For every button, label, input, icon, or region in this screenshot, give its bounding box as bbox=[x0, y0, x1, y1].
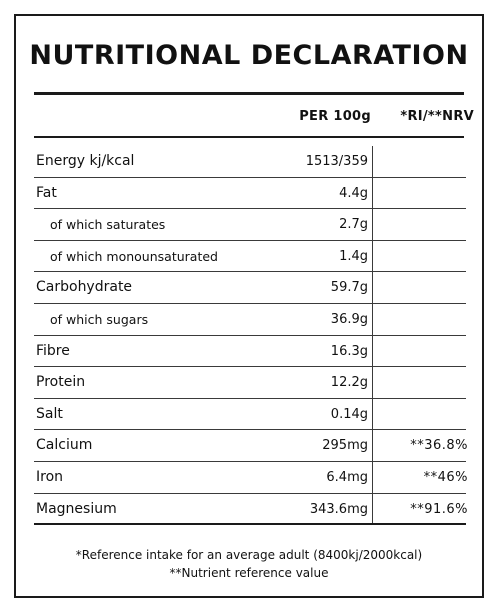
per-100g-value: 295mg bbox=[322, 438, 368, 454]
nutrient-name: Fat bbox=[36, 184, 57, 201]
nutrient-name: Magnesium bbox=[36, 500, 117, 517]
per-100g-value: 6.4mg bbox=[326, 469, 368, 485]
panel-title: NUTRITIONAL DECLARATION bbox=[29, 40, 469, 71]
column-divider bbox=[372, 430, 373, 461]
column-divider bbox=[372, 461, 373, 493]
nutrition-table: Energy kj/kcal 1513/359 Fat 4.4g of which sa… bbox=[34, 146, 468, 526]
column-divider bbox=[372, 177, 373, 209]
per-100g-value: 4.4g bbox=[339, 185, 368, 201]
nutrient-name: Protein bbox=[36, 374, 86, 391]
table-row: Carbohydrate 59.7g bbox=[34, 272, 466, 304]
nutrient-name: Iron bbox=[36, 468, 64, 485]
nutrition-panel: NUTRITIONAL DECLARATION PER 100g *RI/**N… bbox=[14, 14, 484, 598]
column-divider bbox=[372, 209, 373, 240]
table-row: Fibre 16.3g bbox=[34, 335, 466, 368]
nutrient-name: Salt bbox=[36, 405, 63, 422]
column-header-ri-nrv: *RI/**NRV bbox=[400, 109, 474, 124]
column-divider bbox=[372, 272, 373, 303]
column-divider bbox=[372, 367, 373, 398]
nutrient-name: Energy kj/kcal bbox=[36, 153, 135, 169]
per-100g-value: 16.3g bbox=[330, 343, 368, 359]
table-row: of which saturates 2.7g bbox=[34, 209, 466, 241]
column-header-per-100g: PER 100g bbox=[299, 109, 371, 124]
nutrient-name: of which sugars bbox=[50, 311, 149, 327]
column-divider bbox=[372, 398, 373, 430]
column-divider bbox=[372, 303, 373, 335]
nutrient-name: Fibre bbox=[36, 342, 70, 359]
per-100g-value: 1.4g bbox=[339, 248, 368, 264]
column-divider bbox=[372, 335, 373, 367]
per-100g-value: 1513/359 bbox=[305, 154, 368, 169]
per-100g-value: 59.7g bbox=[330, 280, 368, 296]
column-divider bbox=[372, 493, 373, 524]
per-100g-value: 0.14g bbox=[330, 406, 368, 422]
ri-nrv-value: **91.6% bbox=[410, 501, 468, 517]
ri-nrv-value: **36.8% bbox=[410, 438, 468, 454]
per-100g-value: 2.7g bbox=[339, 217, 368, 233]
table-row: Iron 6.4mg **46% bbox=[34, 461, 468, 494]
nutrient-name: of which monounsaturated bbox=[50, 248, 218, 264]
table-row: Calcium 295mg **36.8% bbox=[34, 430, 468, 462]
per-100g-value: 12.2g bbox=[330, 375, 368, 391]
header-divider bbox=[34, 136, 464, 138]
table-row: Protein 12.2g bbox=[34, 367, 466, 399]
table-row: Energy kj/kcal 1513/359 bbox=[34, 146, 466, 178]
column-divider bbox=[372, 240, 373, 272]
nutrient-name: Carbohydrate bbox=[36, 279, 133, 296]
table-row: of which monounsaturated 1.4g bbox=[34, 240, 466, 273]
column-divider bbox=[372, 146, 373, 177]
table-row: Fat 4.4g bbox=[34, 177, 466, 210]
per-100g-value: 343.6mg bbox=[309, 501, 368, 517]
nutrient-name: of which saturates bbox=[50, 217, 166, 233]
footnote-nrv: **Nutrient reference value bbox=[169, 566, 329, 580]
table-row: Salt 0.14g bbox=[34, 398, 466, 431]
per-100g-value: 36.9g bbox=[330, 311, 368, 327]
ri-nrv-value: **46% bbox=[423, 469, 468, 485]
nutrient-name: Calcium bbox=[36, 437, 93, 454]
table-row: Magnesium 343.6mg **91.6% bbox=[34, 493, 468, 526]
title-divider bbox=[34, 92, 464, 95]
footnote-reference-intake: *Reference intake for an average adult (… bbox=[75, 548, 423, 562]
table-row: of which sugars 36.9g bbox=[34, 303, 466, 336]
